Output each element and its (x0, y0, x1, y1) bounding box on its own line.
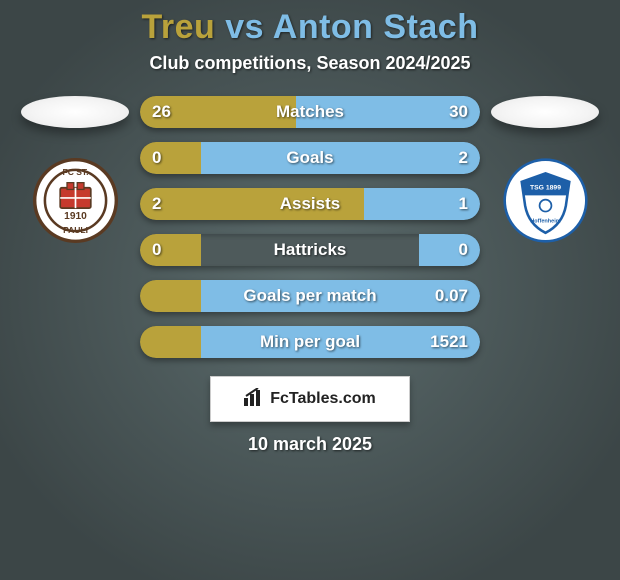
hoffenheim-logo-icon: TSG 1899 Hoffenheim (503, 158, 588, 243)
player2-name: Anton Stach (273, 8, 479, 46)
right-side: TSG 1899 Hoffenheim (490, 96, 600, 243)
stat-label: Matches (140, 102, 480, 122)
left-side: FC ST. PAULI 1910 (20, 96, 130, 243)
stat-row: Min per goal1521 (140, 326, 480, 358)
comparison-card: Treu vs Anton Stach Club competitions, S… (0, 0, 620, 580)
stat-label: Assists (140, 194, 480, 214)
stat-value-right: 0 (459, 240, 468, 260)
stat-label: Min per goal (140, 332, 480, 352)
stat-value-right: 1 (459, 194, 468, 214)
stat-value-right: 30 (449, 102, 468, 122)
stat-value-left: 26 (152, 102, 171, 122)
title: Treu vs Anton Stach (0, 8, 620, 47)
stat-row: Matches26 30 (140, 96, 480, 128)
brand-badge: FcTables.com (210, 376, 410, 422)
chart-icon (244, 388, 264, 411)
stat-row: Assists2 1 (140, 188, 480, 220)
team1-crest: FC ST. PAULI 1910 (33, 158, 118, 243)
stat-value-right: 2 (459, 148, 468, 168)
stats-bars: Matches2630Goals02Assists21Hattricks00Go… (140, 96, 480, 358)
stat-label: Hattricks (140, 240, 480, 260)
stat-value-right: 0.07 (435, 286, 468, 306)
stat-row: Hattricks0 0 (140, 234, 480, 266)
svg-text:1910: 1910 (64, 211, 87, 222)
stat-row: Goals per match0.07 (140, 280, 480, 312)
stpauli-logo-icon: FC ST. PAULI 1910 (33, 158, 118, 243)
stat-label: Goals (140, 148, 480, 168)
title-vs: vs (215, 8, 272, 46)
stat-row: Goals0 2 (140, 142, 480, 174)
date: 10 march 2025 (0, 434, 620, 455)
svg-text:Hoffenheim: Hoffenheim (530, 219, 560, 225)
stat-label: Goals per match (140, 286, 480, 306)
subtitle: Club competitions, Season 2024/2025 (0, 53, 620, 74)
svg-text:PAULI: PAULI (63, 225, 88, 235)
team2-crest: TSG 1899 Hoffenheim (503, 158, 588, 243)
brand-text: FcTables.com (270, 390, 376, 408)
stat-value-left: 0 (152, 240, 161, 260)
main-area: FC ST. PAULI 1910 Matches2630Goals02Assi… (0, 96, 620, 358)
svg-text:TSG 1899: TSG 1899 (530, 184, 561, 191)
player1-name: Treu (142, 8, 216, 46)
svg-text:FC ST.: FC ST. (62, 167, 88, 177)
player1-silhouette-placeholder (21, 96, 129, 128)
stat-value-left: 2 (152, 194, 161, 214)
stat-value-left: 0 (152, 148, 161, 168)
stat-value-right: 1521 (430, 332, 468, 352)
player2-silhouette-placeholder (491, 96, 599, 128)
